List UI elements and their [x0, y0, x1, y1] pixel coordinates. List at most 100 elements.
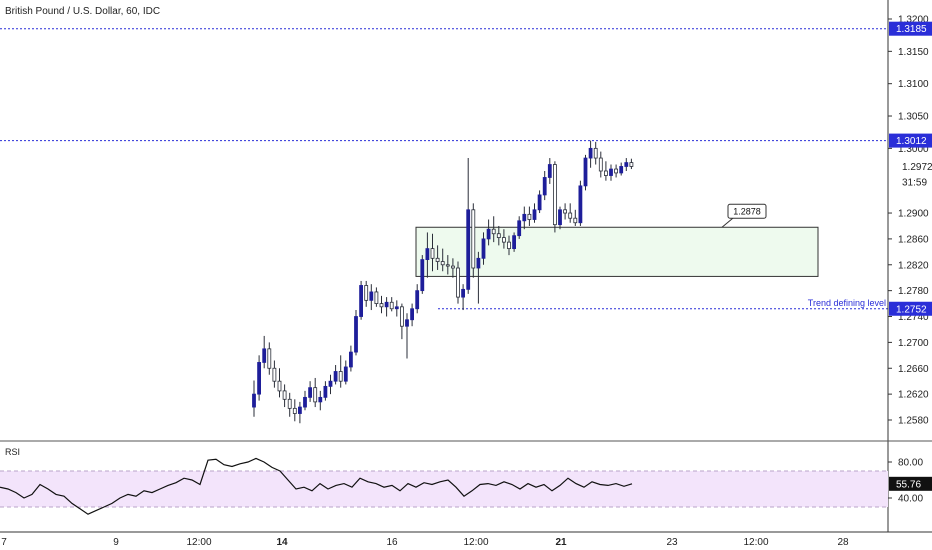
- candle[interactable]: [308, 381, 313, 402]
- support-zone[interactable]: [415, 226, 819, 277]
- candle-body-up: [405, 319, 409, 327]
- candle[interactable]: [415, 284, 420, 314]
- zone-callout[interactable]: 1.2878: [721, 203, 767, 228]
- candle[interactable]: [440, 248, 445, 272]
- candle[interactable]: [481, 232, 486, 265]
- candle[interactable]: [450, 258, 455, 278]
- price-axis[interactable]: 1.3200 1.3150 1.3100 1.3050 1.3000 1.2900 1.28…: [887, 0, 932, 532]
- candle[interactable]: [399, 303, 404, 340]
- candle[interactable]: [547, 158, 552, 184]
- candle[interactable]: [624, 158, 629, 171]
- candle[interactable]: [563, 203, 567, 220]
- candle[interactable]: [583, 154, 588, 191]
- candle[interactable]: [517, 216, 522, 239]
- candle[interactable]: [532, 203, 537, 223]
- candle[interactable]: [476, 251, 481, 304]
- candle[interactable]: [364, 280, 369, 307]
- candle[interactable]: [542, 170, 547, 201]
- candle[interactable]: [343, 360, 348, 385]
- candle-body-up: [410, 308, 415, 321]
- price-tick-label: 1.2580: [898, 416, 929, 427]
- candle[interactable]: [328, 374, 333, 395]
- candle[interactable]: [384, 297, 389, 317]
- candle[interactable]: [420, 255, 425, 294]
- candle[interactable]: [282, 384, 287, 408]
- candle[interactable]: [374, 287, 379, 307]
- candle-body-down: [440, 261, 445, 266]
- candle[interactable]: [496, 225, 501, 246]
- candle[interactable]: [501, 229, 506, 249]
- rsi-pane[interactable]: RSI 80.00 40.00 55.76: [0, 447, 932, 515]
- candle[interactable]: [588, 140, 593, 168]
- candle-body-up: [318, 396, 323, 403]
- candle[interactable]: [297, 401, 302, 424]
- candle[interactable]: [553, 161, 557, 233]
- time-tick-label: 23: [666, 537, 678, 548]
- candle-body-up: [420, 259, 425, 292]
- horizontal-levels[interactable]: [0, 28, 888, 310]
- candle[interactable]: [593, 141, 598, 165]
- level-badge-label: 1.2752: [896, 304, 927, 315]
- time-tick-label: 21: [555, 537, 567, 548]
- candle[interactable]: [333, 365, 338, 385]
- candle[interactable]: [389, 297, 394, 312]
- candle[interactable]: [507, 235, 511, 256]
- candle[interactable]: [609, 164, 613, 181]
- candle[interactable]: [491, 216, 496, 243]
- candle[interactable]: [598, 151, 603, 178]
- rsi-line[interactable]: [0, 457, 633, 515]
- candle[interactable]: [369, 284, 374, 311]
- time-axis[interactable]: 7 9 12:00 14 16 12:00 21 23 12:00 28: [0, 531, 932, 548]
- candle[interactable]: [435, 245, 440, 270]
- candle[interactable]: [287, 392, 292, 417]
- candle[interactable]: [262, 335, 267, 369]
- candle[interactable]: [522, 206, 527, 230]
- price-pane[interactable]: 1.2878 British Pound / U.S. Dollar, 60, …: [0, 6, 888, 424]
- candle[interactable]: [629, 158, 634, 170]
- candle-body-up: [537, 194, 542, 211]
- candle[interactable]: [379, 295, 384, 314]
- candle[interactable]: [257, 355, 262, 401]
- candle[interactable]: [456, 261, 460, 304]
- candle-body-up: [532, 209, 537, 220]
- candle[interactable]: [445, 255, 450, 275]
- candle[interactable]: [471, 203, 476, 278]
- candle[interactable]: [430, 233, 435, 272]
- candle[interactable]: [277, 368, 282, 398]
- candle[interactable]: [394, 300, 399, 317]
- candle[interactable]: [614, 164, 618, 178]
- candle[interactable]: [558, 206, 562, 230]
- candle[interactable]: [578, 180, 583, 226]
- candle[interactable]: [461, 284, 466, 311]
- candle[interactable]: [604, 161, 608, 181]
- candle[interactable]: [303, 390, 307, 411]
- candle[interactable]: [619, 162, 624, 176]
- candle[interactable]: [512, 232, 516, 252]
- candle[interactable]: [537, 190, 542, 214]
- candle[interactable]: [466, 158, 471, 294]
- candle[interactable]: [486, 219, 491, 246]
- candle[interactable]: [359, 280, 364, 320]
- candle-body-down: [604, 170, 608, 176]
- candle[interactable]: [272, 360, 277, 388]
- candle[interactable]: [292, 399, 297, 422]
- candlesticks[interactable]: [252, 140, 634, 424]
- candle[interactable]: [425, 232, 430, 278]
- candle[interactable]: [410, 303, 415, 327]
- candle[interactable]: [267, 342, 272, 375]
- candle-body-up: [252, 393, 256, 408]
- price-tick-label: 1.3100: [898, 79, 929, 90]
- candle[interactable]: [527, 206, 532, 226]
- candle[interactable]: [568, 203, 573, 223]
- candle[interactable]: [354, 310, 358, 356]
- candle[interactable]: [318, 390, 323, 411]
- candle[interactable]: [338, 355, 343, 388]
- candle[interactable]: [573, 209, 578, 226]
- candle[interactable]: [323, 381, 328, 401]
- candle[interactable]: [405, 313, 409, 359]
- candle[interactable]: [313, 377, 318, 408]
- candle-body-up: [323, 385, 328, 398]
- candle[interactable]: [348, 345, 353, 372]
- candle[interactable]: [252, 380, 256, 417]
